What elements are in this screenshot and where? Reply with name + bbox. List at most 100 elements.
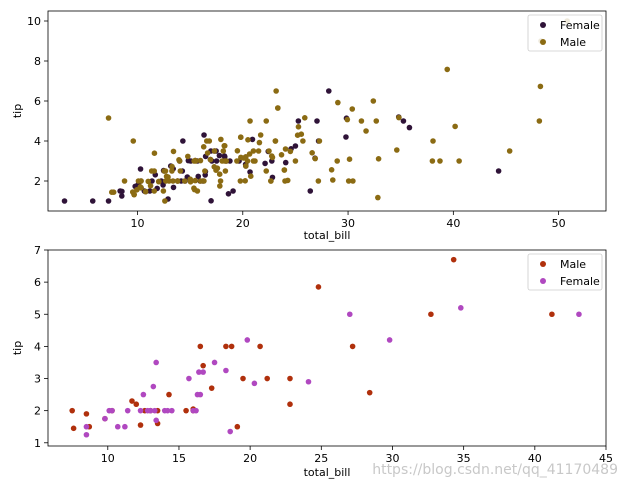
bottom-data-points	[69, 256, 582, 438]
x-tick-label: 20	[243, 452, 257, 465]
data-point-male-57	[242, 178, 248, 184]
legend-label-male-bottom: Male	[560, 258, 586, 271]
data-point-male-80	[316, 138, 323, 144]
data-point-female-34	[458, 305, 464, 311]
data-point-female-15	[153, 359, 159, 366]
data-point-male-146	[246, 151, 253, 157]
data-point-male-108	[301, 115, 308, 121]
data-point-male-101	[275, 105, 281, 111]
data-point-male-129	[335, 99, 341, 106]
data-point-female-18	[169, 407, 175, 414]
data-point-male-117	[155, 178, 162, 185]
data-point-female-5	[114, 423, 121, 430]
data-point-female-19	[186, 375, 192, 382]
data-point-female-30	[262, 160, 268, 167]
x-tick-label: 15	[172, 452, 186, 465]
data-point-male-93	[536, 118, 543, 124]
data-point-female-29	[244, 337, 251, 343]
data-point-male-23	[240, 375, 246, 382]
top-scatter-plot: 10 20 30 40 50 2 4 6 8 10 total_bill tip Female …	[11, 10, 607, 242]
data-point-male-123	[217, 183, 223, 189]
data-point-male-63	[266, 148, 272, 154]
data-point-male-65	[247, 118, 253, 124]
data-point-female-31	[305, 378, 312, 385]
legend-marker-male-bottom	[540, 261, 546, 267]
data-point-female-33	[314, 118, 320, 124]
top-y-ticks: 2 4 6 8 10	[27, 15, 48, 188]
top-legend: Female Male	[527, 14, 603, 52]
data-point-male-8	[137, 422, 144, 428]
data-point-male-115	[177, 168, 184, 174]
data-point-female-1	[83, 423, 90, 430]
data-point-male-34	[170, 178, 176, 184]
data-point-male-94	[247, 173, 254, 179]
data-point-male-1	[250, 148, 257, 154]
data-point-male-145	[211, 164, 218, 170]
legend-marker-female	[540, 22, 546, 28]
data-point-male-77	[142, 188, 149, 195]
top-legend-box	[527, 14, 603, 52]
data-point-female-8	[137, 407, 144, 414]
data-point-female-35	[576, 311, 582, 318]
data-point-female-71	[325, 88, 332, 94]
data-point-female-56	[230, 188, 236, 194]
data-point-male-1	[70, 425, 77, 432]
data-point-male-125	[222, 168, 229, 174]
data-point-male-97	[202, 168, 208, 174]
data-point-female-14	[153, 417, 159, 424]
bottom-x-ticks: 10 15 20 25 30 35 40 45	[101, 446, 613, 465]
data-point-male-21	[219, 158, 225, 164]
data-point-male-19	[370, 98, 377, 104]
data-point-male-150	[181, 178, 188, 184]
data-point-female-36	[225, 191, 232, 197]
data-point-male-12	[200, 144, 207, 150]
data-point-female-10	[247, 169, 253, 175]
data-point-male-112	[151, 188, 158, 194]
data-point-male-148	[268, 153, 275, 159]
data-point-female-68	[216, 152, 223, 159]
data-point-male-109	[363, 128, 369, 134]
data-point-male-44	[176, 158, 183, 164]
data-point-male-51	[221, 143, 228, 149]
data-point-female-24	[180, 138, 186, 144]
data-point-male-18	[263, 118, 270, 124]
top-x-ticks: 10 20 30 40 50	[130, 211, 566, 230]
data-point-male-81	[151, 150, 158, 156]
data-point-female-72	[89, 198, 96, 204]
data-point-male-113	[105, 115, 112, 121]
x-tick-label: 30	[341, 217, 355, 230]
data-point-male-73	[174, 178, 181, 184]
y-tick-label: 8	[34, 55, 41, 68]
data-point-male-6	[129, 398, 135, 404]
data-point-male-13	[166, 391, 172, 398]
data-point-male-24	[257, 343, 263, 350]
legend-label-female: Female	[560, 19, 600, 32]
data-point-female-14	[307, 188, 314, 194]
data-point-male-83	[169, 163, 175, 170]
data-point-male-45	[429, 158, 436, 164]
data-point-male-122	[250, 158, 257, 164]
data-point-male-42	[294, 132, 301, 138]
top-plot-area	[47, 10, 607, 212]
data-point-male-120	[255, 148, 262, 154]
data-point-female-0	[83, 431, 90, 438]
data-point-male-111	[373, 118, 380, 124]
data-point-female-26	[105, 198, 112, 204]
data-point-male-25	[234, 148, 241, 154]
data-point-female-23	[196, 369, 202, 375]
data-point-male-82	[273, 88, 279, 94]
data-point-female-42	[213, 158, 220, 164]
data-point-male-29	[349, 343, 356, 350]
x-tick-label: 10	[130, 217, 144, 230]
data-point-male-134	[201, 178, 207, 184]
data-point-male-47	[537, 83, 544, 90]
data-point-male-7	[133, 401, 140, 408]
data-point-male-62	[334, 158, 341, 164]
data-point-male-86	[345, 178, 352, 184]
data-point-male-22	[234, 423, 241, 430]
data-point-male-102	[437, 158, 443, 164]
data-point-female-2	[400, 118, 407, 124]
data-point-female-26	[211, 359, 218, 366]
data-point-male-133	[170, 148, 177, 155]
